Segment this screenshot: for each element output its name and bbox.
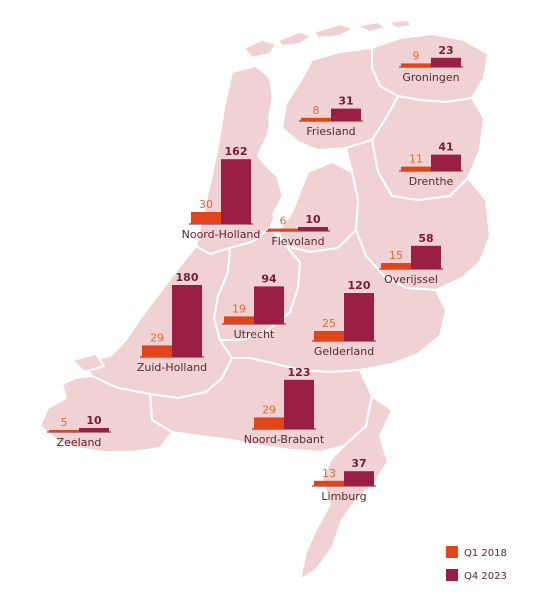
legend-swatch-q1 — [446, 546, 458, 558]
bar-q4-2023 — [284, 379, 314, 429]
bar-q4-2023 — [254, 286, 284, 324]
value-label-q4-2023: 37 — [351, 457, 366, 470]
bar-q1-2018 — [314, 480, 344, 486]
province-label-limburg: Limburg — [321, 490, 366, 503]
value-label-q4-2023: 31 — [338, 95, 353, 108]
province-limburg — [299, 395, 393, 581]
region-group-zeeland: 5 10 Zeeland — [47, 414, 111, 449]
province-zuid-holland — [83, 245, 233, 399]
province-label-groningen: Groningen — [402, 71, 459, 84]
bar-q4-2023 — [79, 428, 109, 432]
region-group-zuid-holland: 29 180 Zuid-Holland — [137, 271, 207, 374]
province-label-noord-holland: Noord-Holland — [182, 228, 261, 241]
value-label-q4-2023: 41 — [438, 141, 453, 154]
province-label-zeeland: Zeeland — [57, 436, 102, 449]
bar-q1-2018 — [401, 63, 431, 67]
province-label-noord-brabant: Noord-Brabant — [244, 433, 325, 446]
bar-q1-2018 — [142, 345, 172, 357]
island-ameland — [355, 21, 387, 33]
bar-q4-2023 — [431, 57, 461, 67]
bar-q1-2018 — [314, 331, 344, 341]
region-group-noord-holland: 30 162 Noord-Holland — [182, 145, 261, 241]
value-label-q4-2023: 180 — [176, 271, 199, 284]
bar-q4-2023 — [331, 108, 361, 121]
bar-q4-2023 — [172, 285, 202, 357]
value-label-q4-2023: 162 — [225, 145, 248, 158]
legend: Q1 2018 Q4 2023 — [446, 546, 507, 582]
region-group-utrecht: 19 94 Utrecht — [222, 272, 286, 341]
region-group-noord-brabant: 29 123 Noord-Brabant — [244, 366, 325, 446]
value-label-q4-2023: 123 — [288, 366, 311, 379]
island-texel — [243, 39, 277, 59]
value-label-q1-2018: 8 — [313, 104, 320, 117]
legend-label-q4: Q4 2023 — [464, 571, 507, 582]
value-label-q1-2018: 29 — [262, 403, 276, 416]
value-label-q4-2023: 58 — [418, 232, 433, 245]
region-group-groningen: 9 23 Groningen — [399, 44, 463, 84]
ijsselmeer-water — [264, 96, 332, 232]
value-label-q1-2018: 11 — [409, 153, 423, 166]
value-label-q1-2018: 19 — [232, 302, 246, 315]
value-label-q1-2018: 29 — [150, 331, 164, 344]
province-label-drenthe: Drenthe — [409, 175, 454, 188]
value-label-q1-2018: 9 — [413, 49, 420, 62]
island-vlieland — [277, 31, 313, 47]
region-group-flevoland: 6 10 Flevoland — [266, 213, 330, 248]
region-group-limburg: 13 37 Limburg — [312, 457, 376, 503]
value-label-q4-2023: 94 — [261, 272, 277, 285]
bar-q4-2023 — [298, 227, 328, 231]
value-label-q1-2018: 5 — [61, 416, 68, 429]
province-label-friesland: Friesland — [306, 125, 355, 138]
province-label-zuid-holland: Zuid-Holland — [137, 361, 207, 374]
value-label-q4-2023: 10 — [86, 414, 102, 427]
value-label-q1-2018: 30 — [199, 198, 213, 211]
value-label-q4-2023: 10 — [305, 213, 321, 226]
value-label-q4-2023: 23 — [438, 44, 453, 57]
value-label-q1-2018: 13 — [322, 467, 336, 480]
legend-label-q1: Q1 2018 — [464, 548, 507, 559]
bar-q1-2018 — [401, 166, 431, 171]
legend-swatch-q4 — [446, 569, 458, 581]
bar-q1-2018 — [381, 263, 411, 269]
region-group-drenthe: 11 41 Drenthe — [399, 141, 463, 188]
region-group-overijssel: 15 58 Overijssel — [379, 232, 443, 286]
island-zeeland-north — [71, 353, 105, 373]
bar-q4-2023 — [411, 245, 441, 269]
bar-q1-2018 — [224, 316, 254, 324]
region-group-friesland: 8 31 Friesland — [299, 95, 363, 138]
bar-q4-2023 — [344, 471, 374, 486]
bar-q4-2023 — [431, 154, 461, 171]
province-label-gelderland: Gelderland — [314, 345, 374, 358]
value-label-q1-2018: 15 — [389, 249, 403, 262]
bar-q1-2018 — [49, 430, 79, 432]
bars-layer: 9 23 Groningen 8 31 Friesland 11 41 Drenthe 30 162… — [47, 44, 463, 503]
island-terschelling — [313, 23, 355, 39]
bar-q1-2018 — [301, 117, 331, 121]
bar-q4-2023 — [344, 293, 374, 341]
value-label-q4-2023: 120 — [348, 279, 371, 292]
region-group-gelderland: 25 120 Gelderland — [312, 279, 376, 358]
province-zeeland — [39, 375, 173, 453]
province-label-flevoland: Flevoland — [271, 235, 324, 248]
province-label-overijssel: Overijssel — [384, 273, 438, 286]
bar-q4-2023 — [221, 159, 251, 224]
bar-q1-2018 — [191, 212, 221, 224]
value-label-q1-2018: 25 — [322, 317, 336, 330]
island-schiermonnikoog — [387, 19, 413, 29]
bar-q1-2018 — [268, 228, 298, 231]
bar-q1-2018 — [254, 417, 284, 429]
province-shapes — [39, 19, 491, 581]
province-label-utrecht: Utrecht — [234, 328, 275, 341]
value-label-q1-2018: 6 — [280, 215, 287, 228]
